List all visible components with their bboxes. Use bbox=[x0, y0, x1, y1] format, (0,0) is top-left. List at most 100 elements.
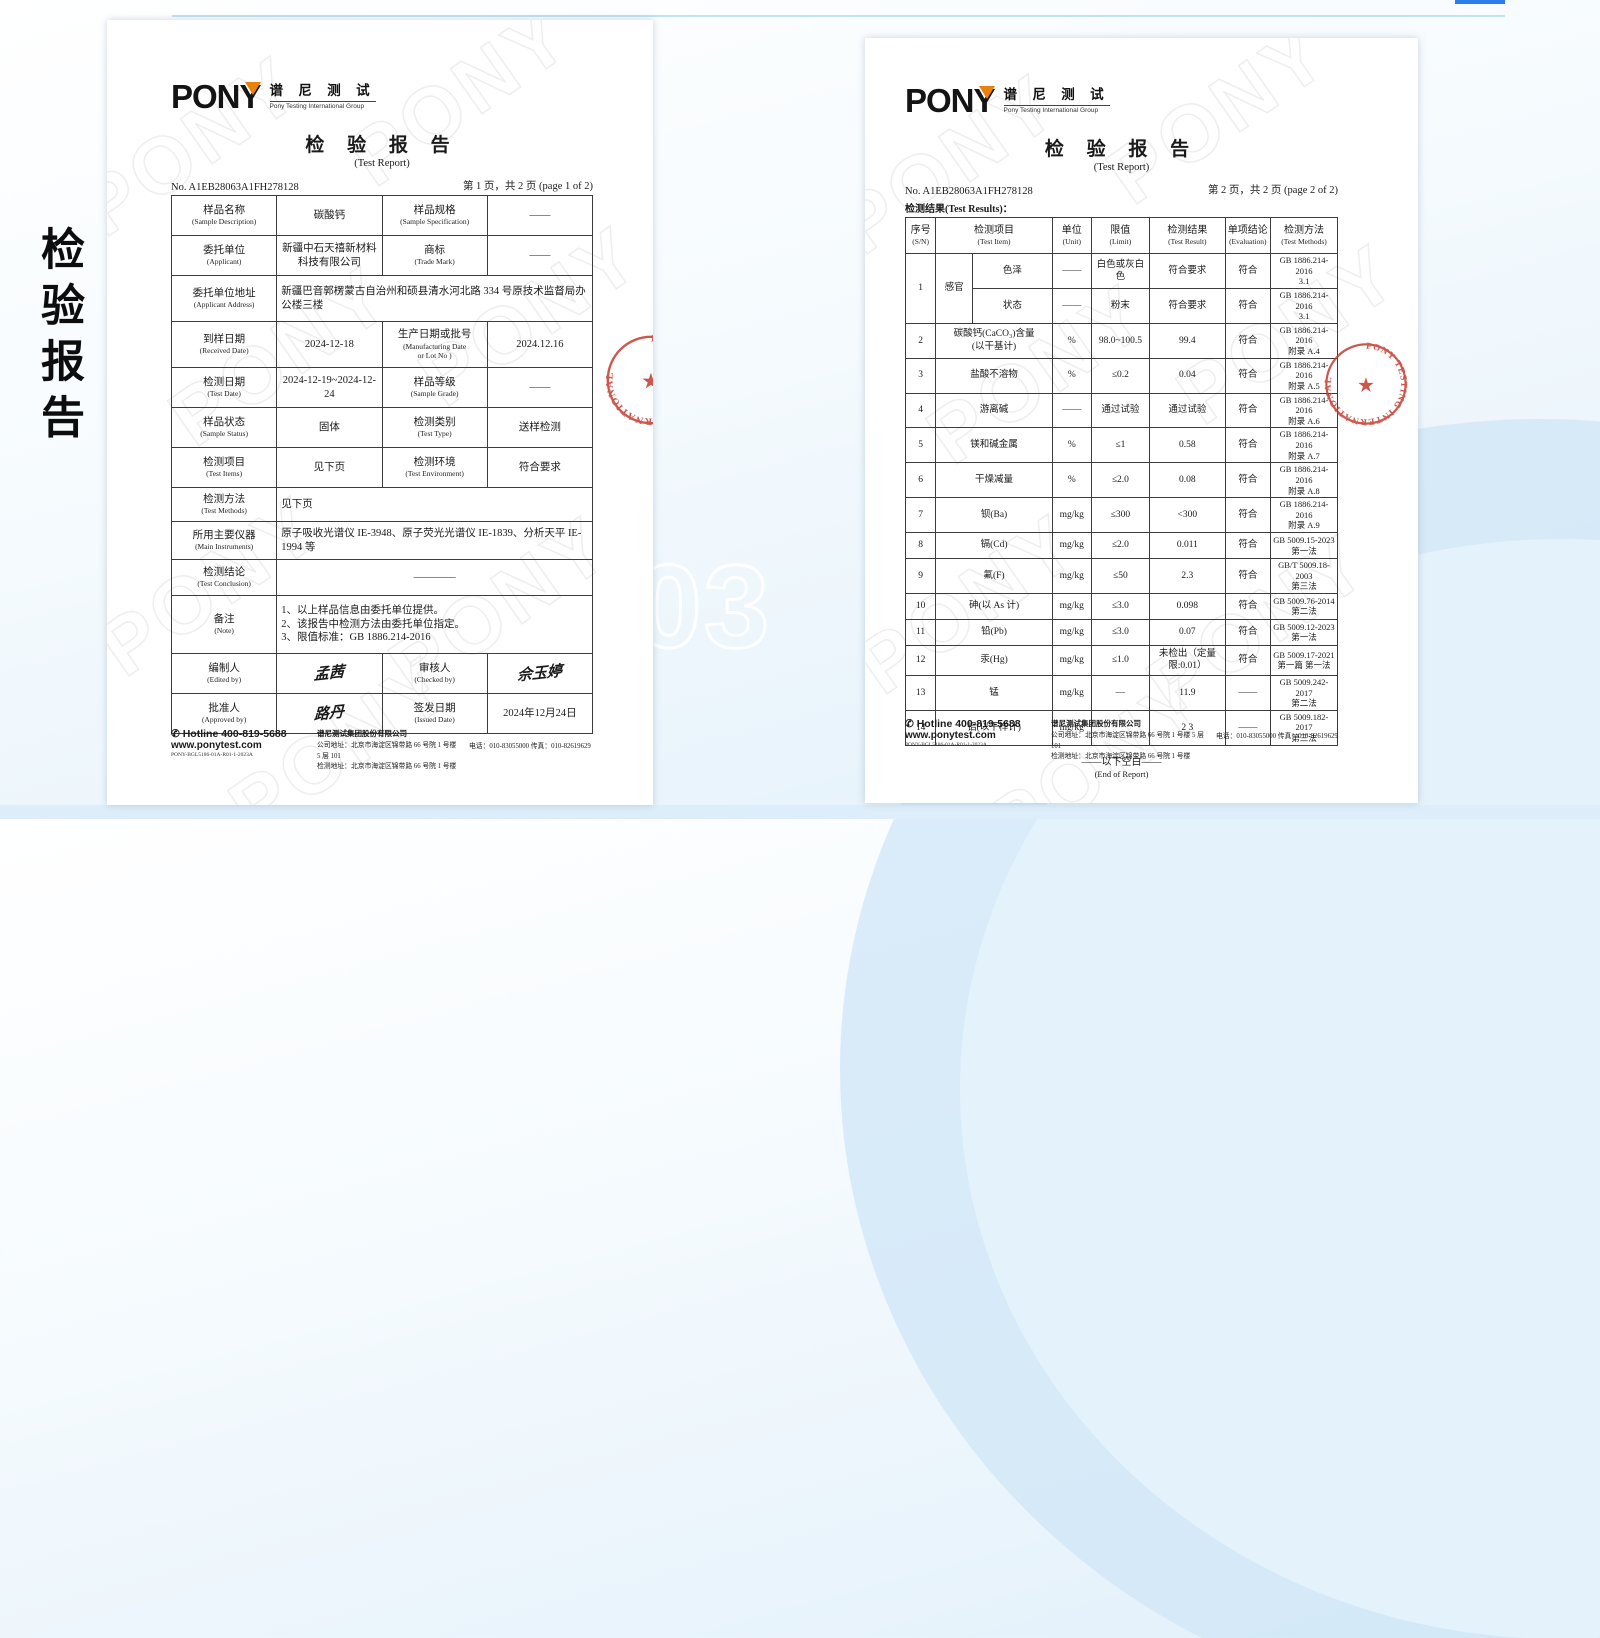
info-row: 编制人 (Edited by) 孟茜 审核人 (Checked by) 佘玉婷 bbox=[170, 653, 594, 694]
field-value: 13 bbox=[904, 674, 937, 711]
field-value: — bbox=[1090, 674, 1151, 711]
results-section-label: 检测结果(Test Results)： bbox=[905, 204, 1013, 215]
field-value: 4 bbox=[904, 392, 937, 429]
column-header: 单项结论 (Evaluation) bbox=[1224, 217, 1272, 254]
column-header: 单位 (Unit) bbox=[1051, 217, 1092, 254]
field-value: GB/T 5009.18-2003 第三法 bbox=[1270, 558, 1338, 594]
field-value: GB 5009.12-2023 第一法 bbox=[1270, 618, 1338, 646]
field-label: 检测结论 (Test Conclusion) bbox=[170, 559, 278, 596]
field-value: 汞(Hg) bbox=[935, 644, 1053, 676]
info-row: 所用主要仪器 (Main Instruments) 原子吸收光谱仪 IE-3948、… bbox=[170, 521, 593, 560]
field-value: 符合要求 bbox=[1149, 287, 1226, 324]
end-of-report-en: (End of Report) bbox=[1094, 768, 1149, 779]
field-label: 委托单位地址 (Applicant Address) bbox=[170, 275, 278, 322]
pony-logo-triangle-icon bbox=[244, 81, 261, 95]
field-value: ———— bbox=[276, 559, 593, 596]
company-address: 公司地址：北京市海淀区锦带路 66 号院 1 号楼 5 层 101 bbox=[1051, 732, 1204, 750]
field-value: mg/kg bbox=[1051, 532, 1092, 559]
field-value: mg/kg bbox=[1051, 592, 1092, 620]
field-value: 符合 bbox=[1224, 322, 1272, 359]
field-value: 99.4 bbox=[1149, 322, 1226, 359]
field-value: 0.58 bbox=[1149, 427, 1226, 464]
field-value: —— bbox=[486, 367, 594, 408]
column-header: 检测方法 (Test Methods) bbox=[1270, 217, 1338, 254]
field-value: 符合 bbox=[1224, 392, 1272, 429]
field-value: GB 5009.17-2021 第一篇 第一法 bbox=[1270, 644, 1338, 676]
field-value: 新疆巴音郭楞蒙古自治州和硕县清水河北路 334 号原技术监督局办公楼三楼 bbox=[276, 275, 593, 322]
pony-logo-wordmark: PONY bbox=[171, 77, 262, 115]
field-value: —— bbox=[1224, 709, 1272, 746]
field-label: 委托单位 (Applicant) bbox=[170, 235, 278, 276]
slide-vertical-title: 检验报告 bbox=[34, 226, 83, 450]
field-value: 1、以上样品信息由委托单位提供。 2、该报告中检测方法由委托单位指定。 3、限值标准… bbox=[276, 595, 593, 654]
field-value: ≤2.0 bbox=[1090, 462, 1151, 499]
field-label: 批准人 (Approved by) bbox=[170, 693, 278, 734]
results-row: 9 氟(F) mg/kg ≤50 2.3 符合 GB/T 5009.18-2003 第三法 bbox=[904, 558, 1338, 594]
field-value: mg/kg bbox=[1051, 618, 1092, 646]
report-footer: ✆ Hotline 400-819-5688 www.ponytest.com … bbox=[905, 718, 1344, 763]
results-row: 10 砷(以 As 计) mg/kg ≤3.0 0.098 符合 GB 5009.76-20… bbox=[904, 592, 1338, 620]
report-title: 检 验 报 告 bbox=[1044, 139, 1199, 160]
field-value: 符合要求 bbox=[1149, 253, 1226, 289]
hotline: ✆ Hotline 400-819-5688 bbox=[905, 718, 1021, 731]
field-label: 到样日期 (Received Date) bbox=[170, 321, 278, 368]
field-value bbox=[1090, 709, 1151, 746]
field-value: 符合 bbox=[1224, 497, 1272, 533]
info-row: 检测方法 (Test Methods) 见下页 bbox=[170, 487, 593, 522]
field-label: 生产日期或批号 (Manufacturing Date or Lot No ) bbox=[381, 321, 488, 368]
report-page-2: PONY PONY PONY PONY PONY PONY PONY PONY 谱 尼 测 … bbox=[865, 38, 1418, 803]
results-row: 4 游离碱 —— 通过试验 通过试验 符合 GB 1886.214-2016 附录 A.6 bbox=[904, 392, 1338, 429]
field-value: 5 bbox=[904, 427, 937, 464]
field-value: 8 bbox=[904, 532, 937, 559]
field-value: 10 bbox=[904, 592, 937, 620]
field-value: 见下页 bbox=[276, 447, 383, 488]
field-value: 粉末 bbox=[1090, 287, 1151, 324]
results-row: 7 钡(Ba) mg/kg ≤300 <300 符合 GB 1886.214-2016 附录 … bbox=[904, 497, 1338, 533]
field-value: GB 5009.242-2017 第二法 bbox=[1270, 674, 1338, 711]
website: www.ponytest.com bbox=[905, 730, 996, 742]
field-value: 通过试验 bbox=[1090, 392, 1151, 429]
hotline: ✆ Hotline 400-819-5688 bbox=[171, 728, 287, 741]
field-value: 游离碱 bbox=[935, 392, 1053, 429]
field-value: ≤1 bbox=[1090, 427, 1151, 464]
top-divider-line bbox=[172, 15, 1505, 17]
field-value: —— bbox=[1051, 392, 1092, 429]
field-value: 新疆中石天禧新材料科技有限公司 bbox=[276, 235, 383, 276]
field-value: 符合 bbox=[1224, 357, 1272, 394]
field-value: 锰 bbox=[935, 674, 1053, 711]
field-value: 氟(F) bbox=[935, 558, 1053, 594]
doc-code: PONY-BGL5186-01A-R01-1-2023A bbox=[905, 742, 987, 749]
info-row: 检测结论 (Test Conclusion) ———— bbox=[170, 559, 593, 596]
info-row: 委托单位 (Applicant) 新疆中石天禧新材料科技有限公司 商标 (Trade M… bbox=[170, 235, 594, 276]
field-value: —— bbox=[1224, 674, 1272, 711]
field-value: 原子吸收光谱仪 IE-3948、原子荧光光谱仪 IE-1839、分析天平 IE-… bbox=[276, 521, 593, 560]
end-of-report-cn: ——以下空白—— bbox=[1081, 756, 1162, 768]
pony-logo-subtitle: Pony Testing International Group bbox=[269, 103, 365, 110]
field-value: ≤3.0 bbox=[1090, 618, 1151, 646]
field-value: 送样检测 bbox=[486, 407, 594, 448]
column-header: 限值 (Limit) bbox=[1090, 217, 1151, 254]
field-value: 符合 bbox=[1224, 618, 1272, 646]
field-label: 检测环境 (Test Environment) bbox=[381, 447, 488, 488]
report-title-en: (Test Report) bbox=[1093, 162, 1150, 173]
field-value: 干燥减量 bbox=[935, 462, 1053, 499]
test-results-table: 序号 (S/N) 检测项目 (Test Item) 单位 (Unit) 限值 (Limit) 检… bbox=[904, 217, 1338, 746]
field-value: 2.3 bbox=[1149, 558, 1226, 594]
field-value: 9 bbox=[904, 558, 937, 594]
field-value: 2024-12-18 bbox=[276, 321, 383, 368]
results-header-row: 序号 (S/N) 检测项目 (Test Item) 单位 (Unit) 限值 (Limit) 检… bbox=[904, 217, 1338, 254]
field-value: mg/kg bbox=[1051, 644, 1092, 676]
field-label: 检测类别 (Test Type) bbox=[381, 407, 488, 448]
field-value: 0.04 bbox=[1149, 357, 1226, 394]
field-value: ≤3.0 bbox=[1090, 592, 1151, 620]
website: www.ponytest.com bbox=[171, 740, 262, 752]
results-row: 11 铅(Pb) mg/kg ≤3.0 0.07 符合 GB 5009.12-2023 第一法 bbox=[904, 618, 1338, 646]
pony-logo-chinese: 谱 尼 测 试 bbox=[269, 79, 376, 102]
phone-fax: 电话：010-83055000 传真：010-82619629 bbox=[469, 743, 591, 751]
field-value: GB 5009.182-2017 第三法 bbox=[1270, 709, 1338, 746]
field-value: 符合 bbox=[1224, 253, 1272, 289]
field-value: 2 bbox=[904, 322, 937, 359]
field-value: % bbox=[1051, 427, 1092, 464]
field-value: 12 bbox=[904, 644, 937, 676]
field-value: GB 1886.214-2016 3.1 bbox=[1270, 287, 1338, 324]
